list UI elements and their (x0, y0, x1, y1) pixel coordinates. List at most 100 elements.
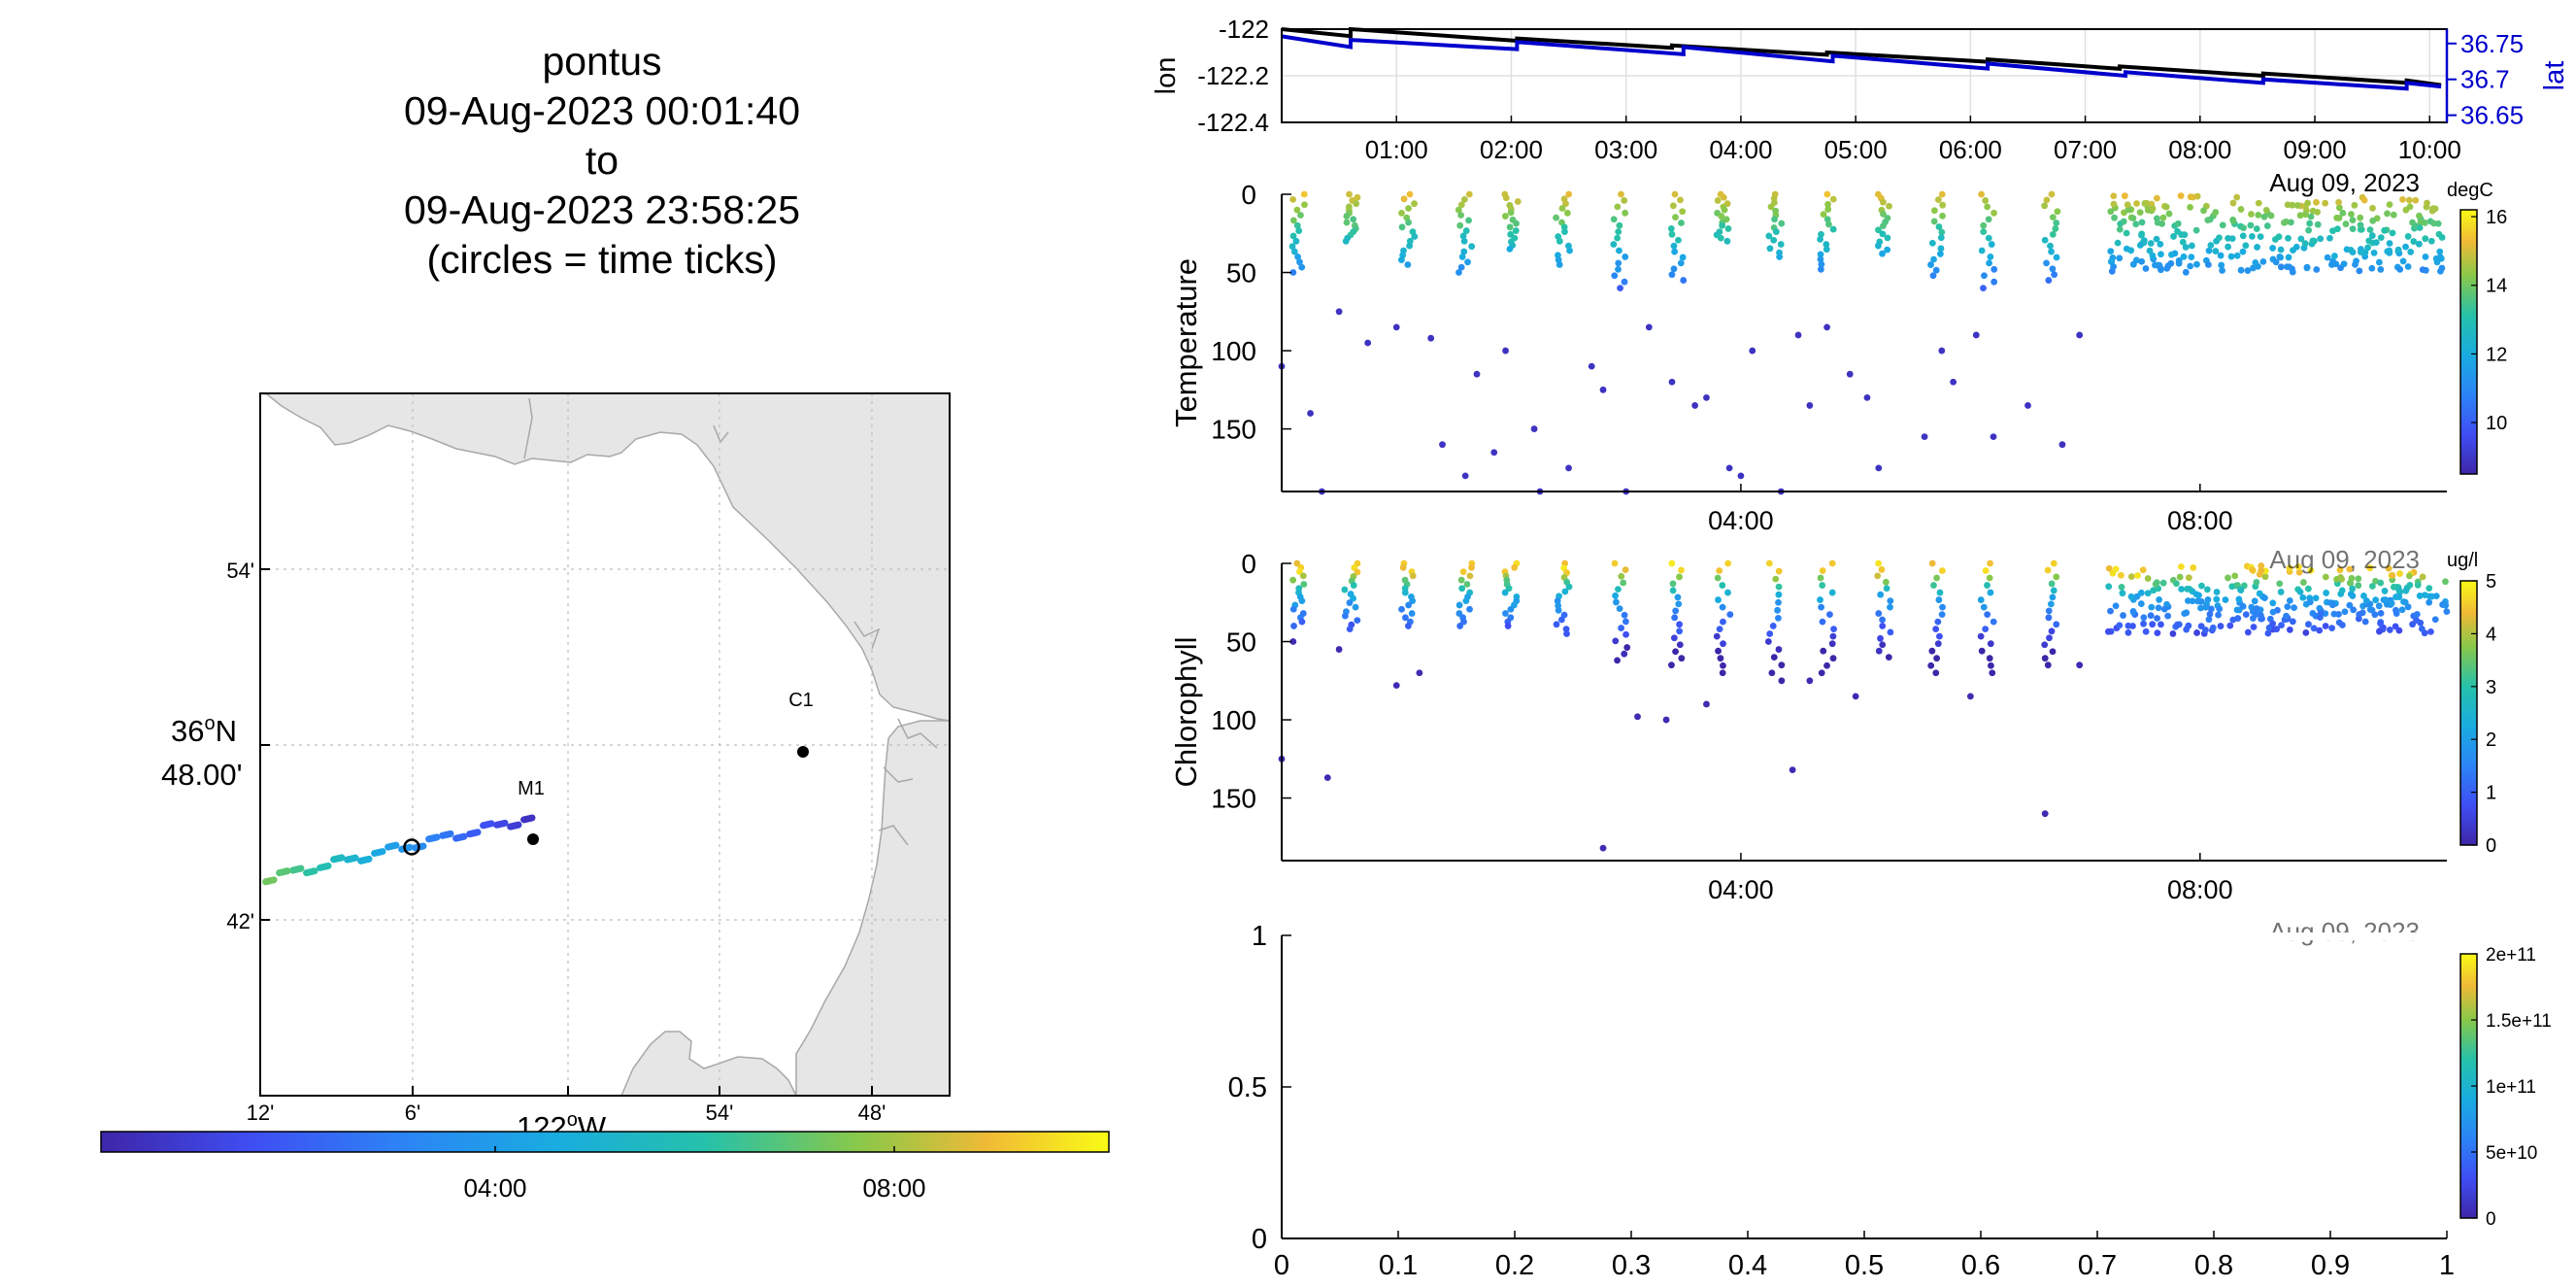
lonlat-y-right-tick-label: 36.65 (2460, 101, 2524, 130)
data-point (2215, 611, 2222, 619)
data-point (1777, 241, 1785, 248)
data-point (1621, 611, 1628, 619)
data-point (2263, 222, 2271, 229)
data-point (2138, 231, 2145, 239)
data-point (2183, 626, 2191, 633)
data-point (1933, 574, 1941, 582)
data-point (1464, 258, 1471, 266)
data-point (2299, 593, 2307, 601)
data-point (1288, 243, 1296, 251)
x-tick-label: 04:00 (1708, 506, 1774, 535)
data-point (2381, 588, 2389, 594)
data-point (2296, 588, 2304, 595)
data-point (1346, 599, 1354, 606)
data-point (2396, 570, 2403, 577)
track-segment (425, 833, 441, 843)
data-point (1771, 216, 1778, 223)
data-point (2041, 810, 2049, 818)
data-point (2438, 234, 2446, 241)
data-point (1670, 634, 1678, 642)
data-point (2202, 627, 2209, 633)
data-point (1882, 578, 1890, 586)
data-point (1459, 568, 1467, 575)
map-rivers (523, 397, 938, 846)
data-point (1461, 472, 1469, 480)
data-point (1887, 628, 1894, 636)
data-point (1645, 323, 1653, 331)
data-point (1817, 235, 1823, 243)
data-point (1615, 265, 1622, 273)
data-point (2431, 616, 2439, 624)
data-point (2356, 611, 2363, 618)
data-point (2423, 203, 2430, 211)
data-point (1612, 592, 1620, 599)
data-point (1719, 603, 1726, 611)
data-point (2234, 615, 2242, 622)
data-point (1716, 626, 1723, 633)
data-point (2233, 606, 2241, 614)
data-point (2173, 580, 2180, 588)
data-point (1680, 277, 1688, 284)
colorbar-tick-label: 2e+11 (2486, 945, 2536, 966)
data-point (1622, 566, 1629, 574)
y-tick-label: 150 (1211, 784, 1256, 814)
data-point (2133, 200, 2140, 207)
data-point (2289, 618, 2296, 626)
data-point (2240, 582, 2248, 590)
data-point (1768, 669, 1776, 677)
data-point (1354, 193, 1361, 201)
data-point (2107, 257, 2115, 265)
lonlat-x-tick-label: 01:00 (1365, 135, 1428, 164)
data-point (2149, 252, 2157, 259)
data-point (2255, 211, 2262, 219)
data-point (1674, 593, 1682, 601)
data-point (1980, 603, 1988, 611)
data-point (2292, 243, 2300, 251)
data-point (2112, 602, 2120, 610)
data-point (1980, 285, 1987, 292)
data-point (1401, 589, 1409, 596)
data-point (2237, 266, 2245, 274)
data-point (1468, 563, 1475, 571)
data-point (2346, 601, 2354, 609)
map-lat-main-minutes: 48.00' (161, 758, 243, 792)
data-point (1457, 263, 1465, 271)
data-point (2385, 564, 2392, 572)
data-point (1930, 207, 1938, 215)
data-point (2242, 611, 2250, 619)
data-point (1364, 339, 1372, 347)
data-point (1988, 241, 1995, 248)
data-point (2132, 220, 2140, 228)
data-point (1298, 263, 1306, 271)
data-point (2346, 579, 2354, 587)
data-point (1986, 574, 1993, 582)
data-point (2349, 593, 2357, 599)
x-tick-label: 0.9 (2311, 1250, 2350, 1281)
data-point (1565, 464, 1572, 472)
data-point (2428, 207, 2436, 215)
data-point (2360, 196, 2368, 204)
data-point (1459, 232, 1467, 240)
data-point (1416, 669, 1423, 677)
data-point (2247, 221, 2255, 229)
data-point (1877, 634, 1884, 642)
time-colorbar-tick: 04:00 (463, 1173, 526, 1203)
data-point (2149, 205, 2157, 213)
data-point (2140, 614, 2148, 622)
data-point (1819, 567, 1826, 574)
data-point (1289, 638, 1297, 645)
data-point (1679, 254, 1687, 261)
data-point (2390, 211, 2397, 219)
data-point (2213, 589, 2221, 595)
track-segment (344, 854, 359, 864)
data-point (1929, 272, 1937, 280)
data-point (2204, 595, 2212, 603)
data-point (1290, 248, 1298, 255)
data-point (1703, 393, 1710, 401)
data-point (2164, 612, 2172, 620)
data-point (2304, 199, 2312, 207)
data-point (2159, 579, 2167, 587)
title-line: pontus (542, 39, 662, 84)
data-point (2248, 211, 2255, 218)
chlorophyll-colorbar-unit: ug/l (2447, 550, 2478, 571)
